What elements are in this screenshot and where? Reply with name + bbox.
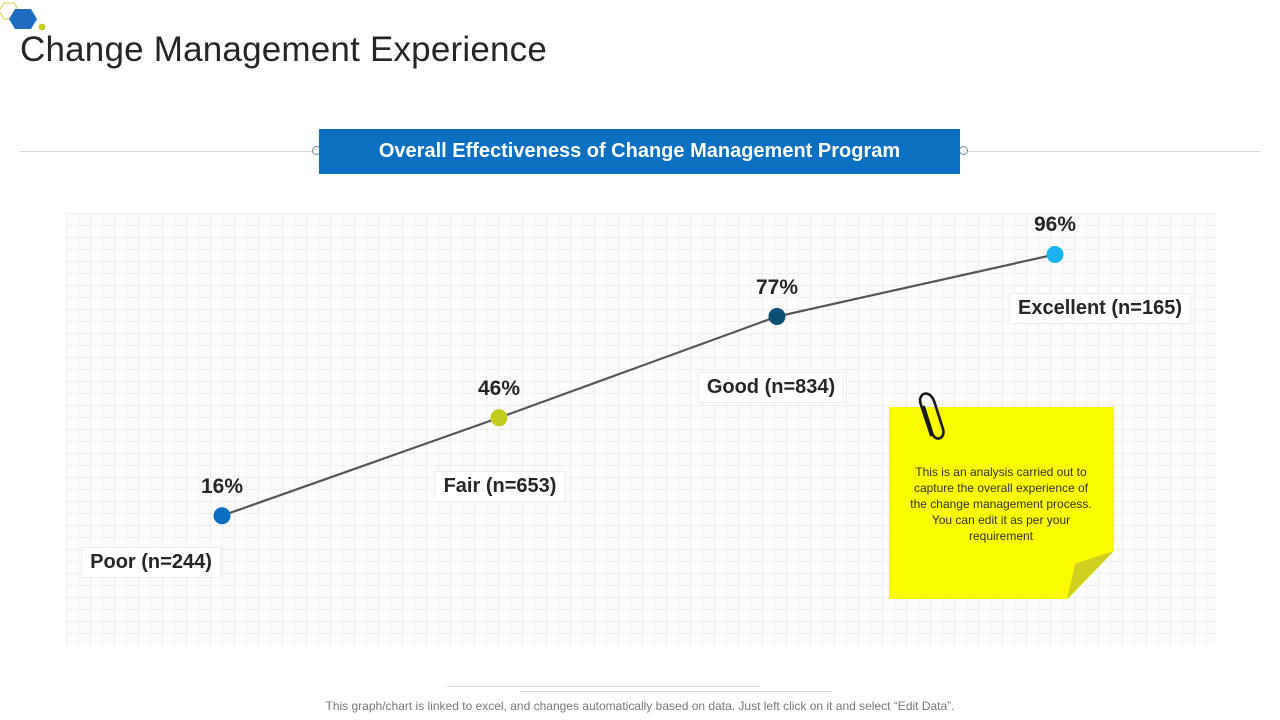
paperclip-icon bbox=[918, 392, 945, 440]
chart-title-banner: Overall Effectiveness of Change Manageme… bbox=[319, 129, 960, 174]
logo-icon bbox=[0, 2, 46, 31]
data-point[interactable] bbox=[490, 409, 508, 427]
data-point[interactable] bbox=[1046, 245, 1064, 263]
category-label: Excellent (n=165) bbox=[1009, 293, 1191, 325]
footnote: This graph/chart is linked to excel, and… bbox=[325, 699, 955, 713]
value-label: 77% bbox=[755, 275, 799, 299]
category-label: Poor (n=244) bbox=[81, 546, 221, 578]
footer-divider-top bbox=[447, 686, 759, 687]
category-label: Good (n=834) bbox=[697, 371, 845, 403]
footer-divider-bottom bbox=[520, 691, 832, 692]
category-label: Fair (n=653) bbox=[434, 470, 566, 502]
data-point[interactable] bbox=[213, 507, 231, 525]
value-label: 16% bbox=[200, 474, 244, 498]
value-label: 46% bbox=[477, 376, 521, 400]
data-point[interactable] bbox=[768, 308, 786, 326]
value-label: 96% bbox=[1033, 213, 1077, 237]
page-title: Change Management Experience bbox=[20, 30, 548, 69]
series-line bbox=[221, 253, 1056, 517]
sticky-note-text: This is an analysis carried out to captu… bbox=[910, 465, 1092, 543]
